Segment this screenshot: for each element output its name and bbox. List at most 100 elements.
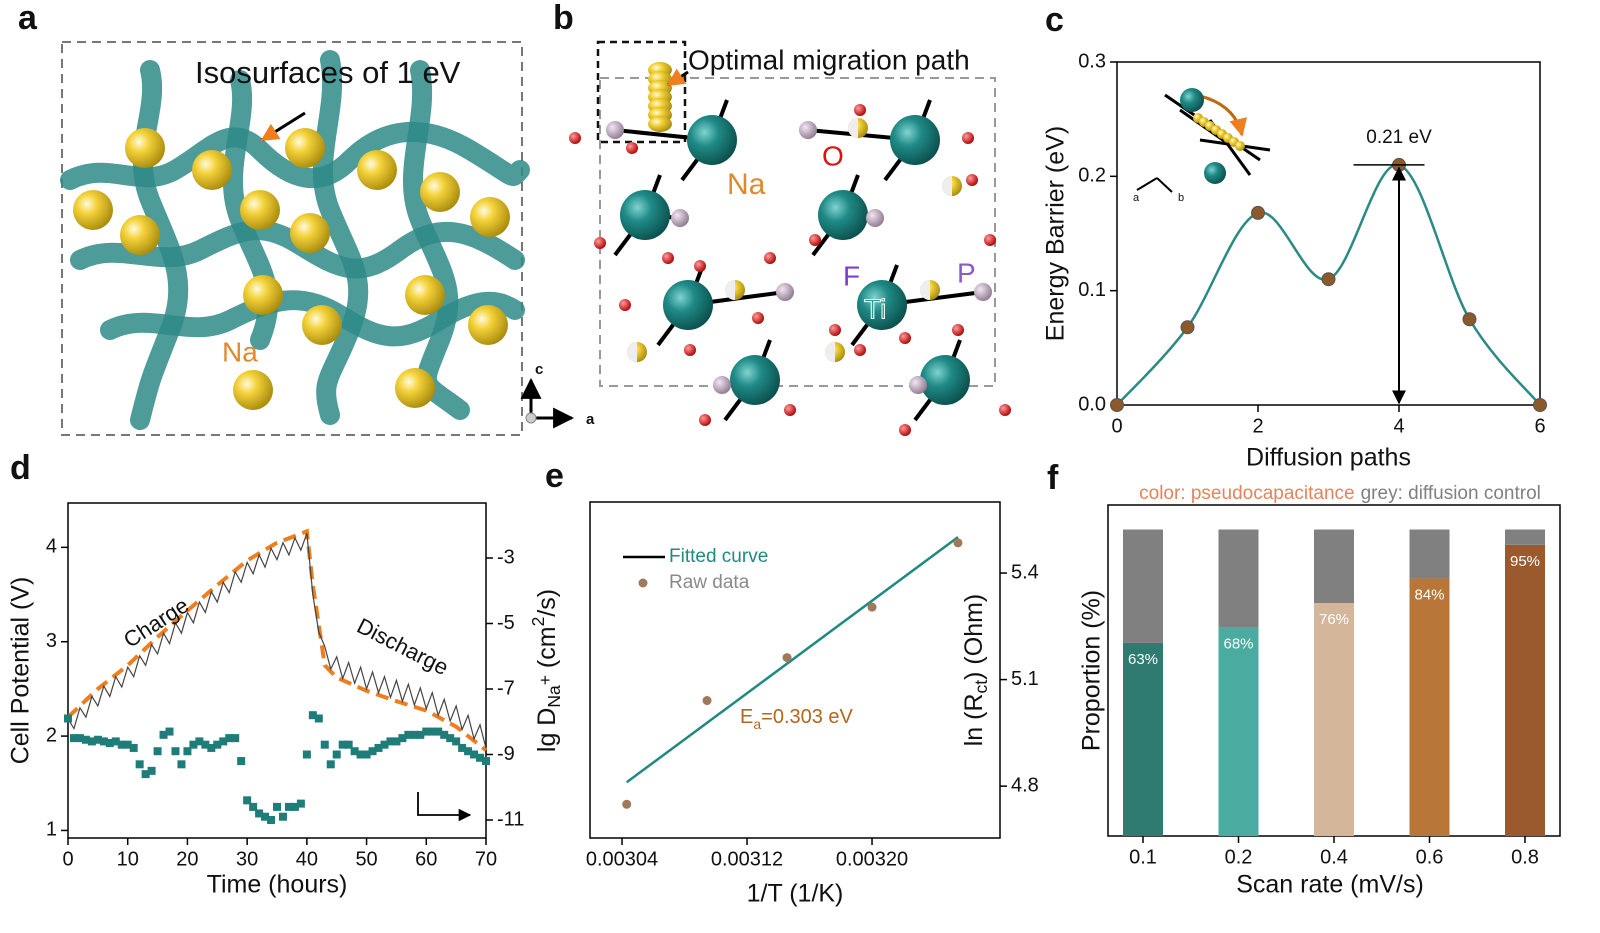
legend-label: color: pseudocapacitance xyxy=(1139,483,1354,504)
data-marker xyxy=(117,740,126,749)
data-marker xyxy=(392,737,401,746)
x-tick-label: 10 xyxy=(117,848,139,870)
o-atom xyxy=(966,174,978,186)
label-part: ct xyxy=(971,680,991,694)
data-marker xyxy=(189,740,198,749)
isosurface-branch xyxy=(130,60,189,430)
label-part: ln (R xyxy=(960,693,988,746)
bar-segment xyxy=(1123,529,1163,643)
y-axis-label: Proportion (%) xyxy=(1078,590,1106,751)
data-marker xyxy=(273,802,281,811)
y-tick-label: 3 xyxy=(46,630,57,652)
x-tick-label: 2 xyxy=(1252,415,1263,437)
bar-segment xyxy=(1505,544,1545,836)
x-tick-label: 0.00304 xyxy=(586,848,658,870)
data-marker xyxy=(111,737,120,746)
data-marker xyxy=(237,757,246,766)
plot-frame xyxy=(67,502,487,839)
x-tick-label: 40 xyxy=(296,848,318,870)
y-tick-label: -3 xyxy=(497,546,515,568)
na-site-vacancy xyxy=(848,118,858,138)
value-label: 63% xyxy=(1128,651,1158,668)
bar-segment xyxy=(1409,578,1450,836)
x-tick-label: 0.1 xyxy=(1129,846,1157,868)
value-label: 95% xyxy=(1510,553,1540,570)
x-tick-label: 4 xyxy=(1393,415,1404,437)
atom-label: Na xyxy=(727,168,766,201)
data-marker xyxy=(374,743,383,752)
y-axis-label: Cell Potential (V) xyxy=(7,577,35,765)
p-atom xyxy=(799,121,817,139)
data-marker xyxy=(953,538,963,548)
data-marker xyxy=(296,799,305,808)
data-marker xyxy=(476,753,485,762)
panel-label: e xyxy=(545,457,564,495)
data-marker xyxy=(219,737,228,746)
data-marker xyxy=(782,653,792,663)
atom-label: Na xyxy=(222,336,258,367)
data-marker xyxy=(434,727,443,736)
label-part: lg D xyxy=(533,708,561,752)
atom-label: O xyxy=(822,140,844,171)
x-tick-label: 6 xyxy=(1534,415,1545,437)
data-marker xyxy=(416,730,425,739)
inset-axis xyxy=(1156,177,1173,193)
migration-path xyxy=(648,116,672,132)
annotation: Ea=0.303 eV xyxy=(740,706,854,731)
x-axis-label: Scan rate (mV/s) xyxy=(1236,871,1424,899)
o-atom xyxy=(999,404,1011,416)
bar-segment xyxy=(1505,529,1545,545)
na-atom xyxy=(468,305,508,345)
o-atom xyxy=(984,234,996,246)
y-tick-label: 0.0 xyxy=(1078,393,1106,415)
data-marker xyxy=(159,730,168,739)
data-marker xyxy=(278,812,287,821)
x-tick-label: 0.8 xyxy=(1511,846,1539,868)
value-label: 76% xyxy=(1319,611,1349,628)
ti-atom xyxy=(687,115,737,165)
y-tick-label: -11 xyxy=(497,808,524,830)
inset-axis xyxy=(1136,177,1158,191)
data-marker xyxy=(1110,398,1124,412)
label-part: /s) xyxy=(533,589,561,617)
data-marker xyxy=(153,747,162,756)
bar-segment xyxy=(1218,529,1259,628)
o-atom xyxy=(694,260,706,272)
x-tick-label: 30 xyxy=(236,848,258,870)
legend: color: pseudocapacitance grey: diffusion … xyxy=(1139,483,1541,504)
panel-label: d xyxy=(10,449,31,487)
x-tick-label: 0.4 xyxy=(1320,846,1348,868)
label-part: a xyxy=(753,716,761,732)
o-atom xyxy=(829,324,841,336)
data-marker xyxy=(213,740,222,749)
data-marker xyxy=(422,727,431,736)
data-marker xyxy=(380,740,389,749)
o-atom xyxy=(962,132,974,144)
data-marker xyxy=(867,602,877,612)
arrow xyxy=(666,68,689,87)
p-atom xyxy=(974,283,992,301)
arrow xyxy=(260,111,306,142)
panel-label: f xyxy=(1047,459,1059,497)
data-marker xyxy=(320,740,329,749)
isosurface-branch xyxy=(313,50,369,425)
data-marker xyxy=(308,711,317,720)
o-atom xyxy=(662,252,674,264)
annotation: Charge xyxy=(119,592,193,652)
crystal-structure xyxy=(569,40,1011,436)
p-atom xyxy=(713,376,731,394)
y-axis-label: ln (Rct) (Ohm) xyxy=(960,594,991,747)
plot-frame xyxy=(589,501,1001,839)
data-marker xyxy=(81,735,90,744)
legend-label: Fitted curve xyxy=(669,546,768,567)
x-tick-label: 0.6 xyxy=(1416,846,1444,868)
data-marker xyxy=(622,799,632,809)
atom-label: P xyxy=(957,257,976,288)
bar-segment xyxy=(1409,529,1450,579)
bar-segment xyxy=(1314,603,1354,836)
data-marker xyxy=(440,730,449,739)
axis-label: a xyxy=(586,411,595,428)
data-marker xyxy=(105,739,114,748)
na-atom xyxy=(243,275,283,315)
